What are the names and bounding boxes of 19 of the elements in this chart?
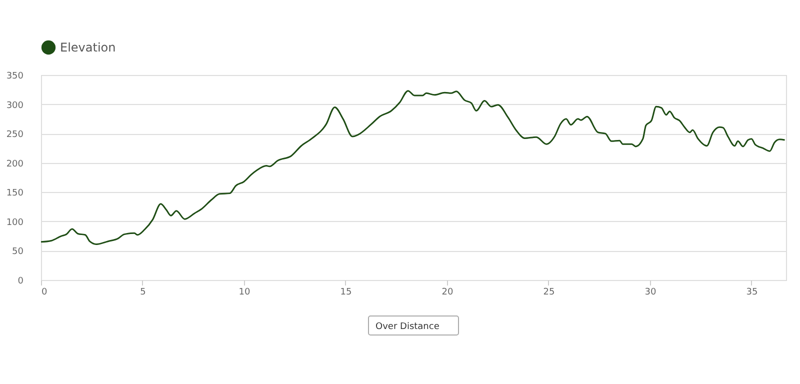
y-tick-label: 50 (12, 247, 24, 258)
y-tick-label: 0 (18, 276, 24, 286)
x-tick-label: 5 (140, 288, 146, 298)
y-tick-label: 300 (6, 100, 24, 111)
x-tick-label: 20 (442, 288, 454, 298)
x-tick-label: 10 (238, 288, 250, 298)
y-tick-label: 150 (6, 188, 24, 199)
line-series (40, 90, 786, 246)
x-tick-label: 30 (644, 288, 656, 298)
text: Over Distance (376, 322, 440, 332)
x-tick-label: 25 (543, 288, 555, 298)
y-tick-label: 100 (6, 218, 24, 228)
x-tick-label: 0 (42, 288, 48, 298)
y-tick-label: 250 (6, 130, 24, 140)
x-tick-label: 15 (340, 288, 352, 298)
y-tick-label: 200 (6, 159, 24, 170)
legend-label: Elevation (60, 40, 116, 54)
x-tick-label: 35 (746, 288, 758, 298)
y-tick-label: 350 (6, 72, 24, 82)
